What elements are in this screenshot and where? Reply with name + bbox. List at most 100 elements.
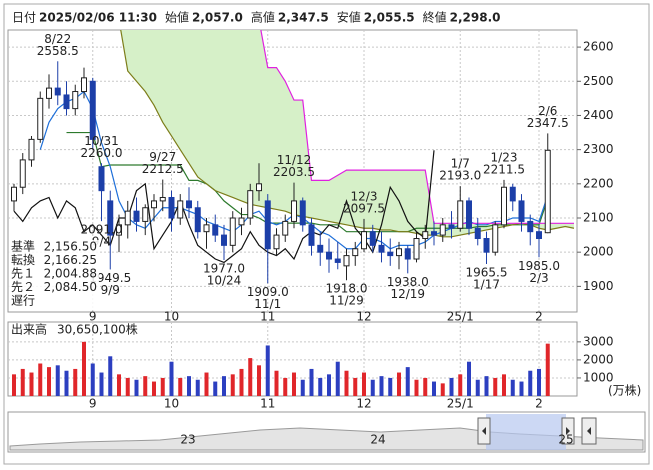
legend-value: 2,156.50: [44, 240, 97, 254]
candle-body: [527, 220, 534, 233]
header-label: 終値: [423, 10, 447, 25]
volume-bar: [117, 374, 121, 396]
volume-bar: [187, 376, 191, 396]
candle-body: [536, 231, 542, 240]
navigator-label: 25: [558, 433, 573, 447]
candle-body: [299, 200, 306, 226]
legend-name: 転換: [11, 253, 35, 267]
volume-bar: [99, 372, 104, 396]
header-value: 2,055.5: [364, 11, 415, 25]
legend-value: 2,166.25: [44, 253, 97, 267]
candle-body: [448, 224, 455, 229]
legend-box: [9, 240, 99, 310]
legend-name: 先１: [11, 267, 35, 281]
volume-bar: [47, 367, 51, 396]
y-tick-label: 2300: [583, 142, 614, 156]
navigator-label: 24: [370, 433, 385, 447]
volume-bar: [222, 376, 226, 396]
candle-body: [256, 183, 262, 192]
annotation-value: 1985.0: [518, 259, 560, 273]
y-tick-label: 1900: [583, 279, 614, 293]
volume-bar: [484, 376, 489, 396]
candle-body: [168, 196, 175, 219]
volume-bar: [230, 374, 235, 396]
volume-bar: [38, 363, 43, 396]
candle-body: [396, 248, 402, 257]
annotation-value: 1938.0: [387, 275, 429, 289]
volume-bar: [12, 374, 16, 396]
candle-body: [229, 217, 236, 246]
candle-body: [501, 186, 507, 226]
annotation-date: 1/7: [451, 157, 470, 171]
annotation-date: 12/3: [351, 189, 378, 203]
price-plot: [8, 30, 577, 312]
candle-body: [81, 77, 87, 93]
candle-body: [116, 224, 122, 236]
x-tick-label: 25/1: [447, 310, 474, 324]
volume-unit: (万株): [608, 383, 641, 398]
candle-body: [273, 234, 280, 250]
volume-bar: [388, 377, 393, 396]
candle-body: [28, 138, 35, 161]
annotation-date: 8/22: [44, 32, 71, 46]
annotation-value: 1977.0: [203, 262, 245, 276]
candle-body: [238, 217, 245, 226]
x-tick-label: 9: [89, 397, 97, 411]
annotation-date: 11/1: [254, 297, 281, 311]
annotation-date: 2/6: [538, 104, 557, 118]
candle-body: [194, 207, 201, 233]
volume-bar: [327, 374, 331, 396]
volume-bar: [502, 374, 506, 396]
candle-body: [89, 80, 96, 140]
cloud: [120, 30, 574, 237]
y-tick-label: 2500: [583, 74, 614, 88]
candle-body: [404, 248, 411, 260]
volume-bar: [510, 379, 515, 396]
navigator-selection[interactable]: [486, 414, 566, 450]
volume-bar: [318, 377, 323, 396]
volume-bar: [213, 381, 218, 396]
candle-body: [457, 200, 464, 229]
header-label: 日付: [12, 11, 36, 25]
volume-bar: [143, 376, 148, 396]
volume-bar: [335, 361, 340, 396]
volume-bar: [108, 356, 113, 396]
candle-body: [72, 91, 79, 110]
x-tick-label: 10: [164, 310, 179, 324]
volume-bar: [160, 377, 165, 396]
navigator-label: 23: [180, 433, 195, 447]
x-tick-label: 2: [535, 397, 543, 411]
candle-body: [544, 149, 551, 234]
candle-body: [264, 200, 271, 250]
annotation-value: 2091.0: [81, 223, 123, 237]
volume-bar: [169, 361, 174, 396]
volume-bar: [73, 368, 78, 396]
candle-body: [247, 190, 254, 219]
volume-bar: [475, 379, 480, 396]
candle-body: [509, 186, 516, 202]
volume-plot: [8, 322, 577, 396]
volume-bar: [432, 381, 436, 396]
annotation-value: 1918.0: [326, 282, 368, 296]
volume-bar: [537, 368, 541, 396]
header-label: 安値: [337, 10, 361, 25]
candle-body: [37, 97, 44, 140]
header-value: 2,057.0: [192, 11, 243, 25]
volume-bar: [195, 379, 200, 396]
x-tick-label: 10: [164, 397, 179, 411]
volume-bar: [423, 377, 428, 396]
annotation-date: 9/27: [149, 150, 176, 164]
volume-bar: [90, 363, 95, 396]
volume-bar: [545, 343, 550, 396]
volume-bar: [152, 381, 156, 396]
volume-bar: [344, 370, 349, 396]
annotation-date: 10/31: [84, 134, 119, 148]
candle-body: [107, 200, 114, 236]
candle-body: [352, 248, 359, 257]
volume-bar: [397, 372, 401, 396]
volume-bar: [64, 370, 69, 396]
volume-bar: [134, 379, 139, 396]
candle-body: [474, 227, 481, 240]
